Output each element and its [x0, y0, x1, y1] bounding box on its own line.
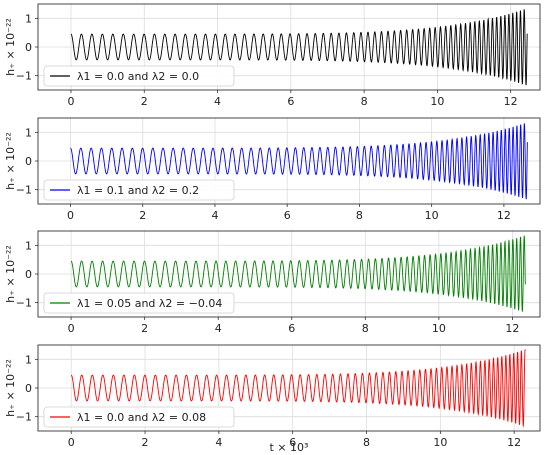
x-tick-label: 6 [284, 209, 291, 222]
x-tick-label: 12 [504, 95, 518, 108]
x-tick-label: 8 [356, 209, 363, 222]
x-tick-label: 10 [430, 95, 444, 108]
x-tick-label: 0 [68, 436, 75, 449]
x-tick-label: 6 [288, 322, 295, 335]
series-line [70, 9, 528, 86]
series-line [71, 349, 526, 428]
y-axis-label: h₊ × 10⁻²² [4, 132, 17, 190]
x-tick-label: 2 [142, 436, 149, 449]
panel-3: 0 2 4 6 8 10 12 −1 0 1 h₊ × 10⁻²² λ1 = 0.05 and λ2 … [4, 230, 541, 335]
y-axis-label: h₊ × 10⁻²² [4, 245, 17, 303]
y-axis-label: h₊ × 10⁻²² [4, 18, 17, 76]
y-tick-label: 1 [25, 126, 32, 139]
y-axis-label: h₊ × 10⁻²² [4, 359, 17, 417]
y-tick-label: 0 [25, 268, 32, 281]
legend-label: λ1 = 0.0 and λ2 = 0.0 [77, 70, 199, 83]
x-tick-label: 4 [211, 209, 218, 222]
y-tick-label: −1 [16, 297, 32, 310]
x-tick-label: 6 [289, 436, 296, 449]
x-tick-label: 4 [215, 322, 222, 335]
y-tick-label: 1 [25, 12, 32, 25]
x-tick-label: 10 [425, 209, 439, 222]
panel-4: 0 2 4 6 8 10 12 −1 0 1 h₊ × 10⁻²² λ1 = 0.0 and λ2 =… [4, 344, 541, 454]
y-tick-label: −1 [16, 70, 32, 83]
x-tick-label: 0 [68, 322, 75, 335]
legend-box [43, 292, 235, 314]
series-line [70, 235, 526, 312]
x-tick-label: 2 [139, 209, 146, 222]
x-tick-label: 4 [214, 95, 221, 108]
y-tick-label: −1 [16, 411, 32, 424]
x-tick-label: 8 [362, 322, 369, 335]
x-tick-label: 0 [67, 95, 74, 108]
x-tick-label: 8 [363, 436, 370, 449]
legend-box [43, 406, 235, 428]
y-tick-label: 0 [25, 382, 32, 395]
series-line [70, 123, 528, 200]
legend-label: λ1 = 0.0 and λ2 = 0.08 [77, 411, 206, 424]
legend-box [43, 179, 235, 201]
legend-box [43, 65, 235, 87]
legend-label: λ1 = 0.1 and λ2 = 0.2 [77, 184, 199, 197]
x-tick-label: 12 [505, 322, 519, 335]
panel-1: 0 2 4 6 8 10 12 −1 0 1 h₊ × 10⁻²² λ1 = 0.0 and λ2 =… [4, 3, 541, 108]
legend-label: λ1 = 0.05 and λ2 = −0.04 [77, 297, 222, 310]
x-tick-label: 10 [433, 436, 447, 449]
x-tick-label: 12 [507, 436, 521, 449]
x-tick-label: 10 [432, 322, 446, 335]
y-tick-label: 0 [25, 41, 32, 54]
x-tick-label: 6 [287, 95, 294, 108]
x-tick-label: 2 [141, 322, 148, 335]
x-tick-label: 0 [67, 209, 74, 222]
x-axis-label: t × 10³ [270, 441, 309, 454]
x-tick-label: 12 [497, 209, 511, 222]
y-tick-label: 1 [25, 353, 32, 366]
panel-2: 0 2 4 6 8 10 12 −1 0 1 h₊ × 10⁻²² λ1 = 0.1 and λ2 =… [4, 117, 541, 222]
y-tick-label: −1 [16, 184, 32, 197]
x-tick-label: 2 [141, 95, 148, 108]
x-tick-label: 4 [215, 436, 222, 449]
x-tick-label: 8 [361, 95, 368, 108]
y-tick-label: 0 [25, 155, 32, 168]
y-tick-label: 1 [25, 239, 32, 252]
